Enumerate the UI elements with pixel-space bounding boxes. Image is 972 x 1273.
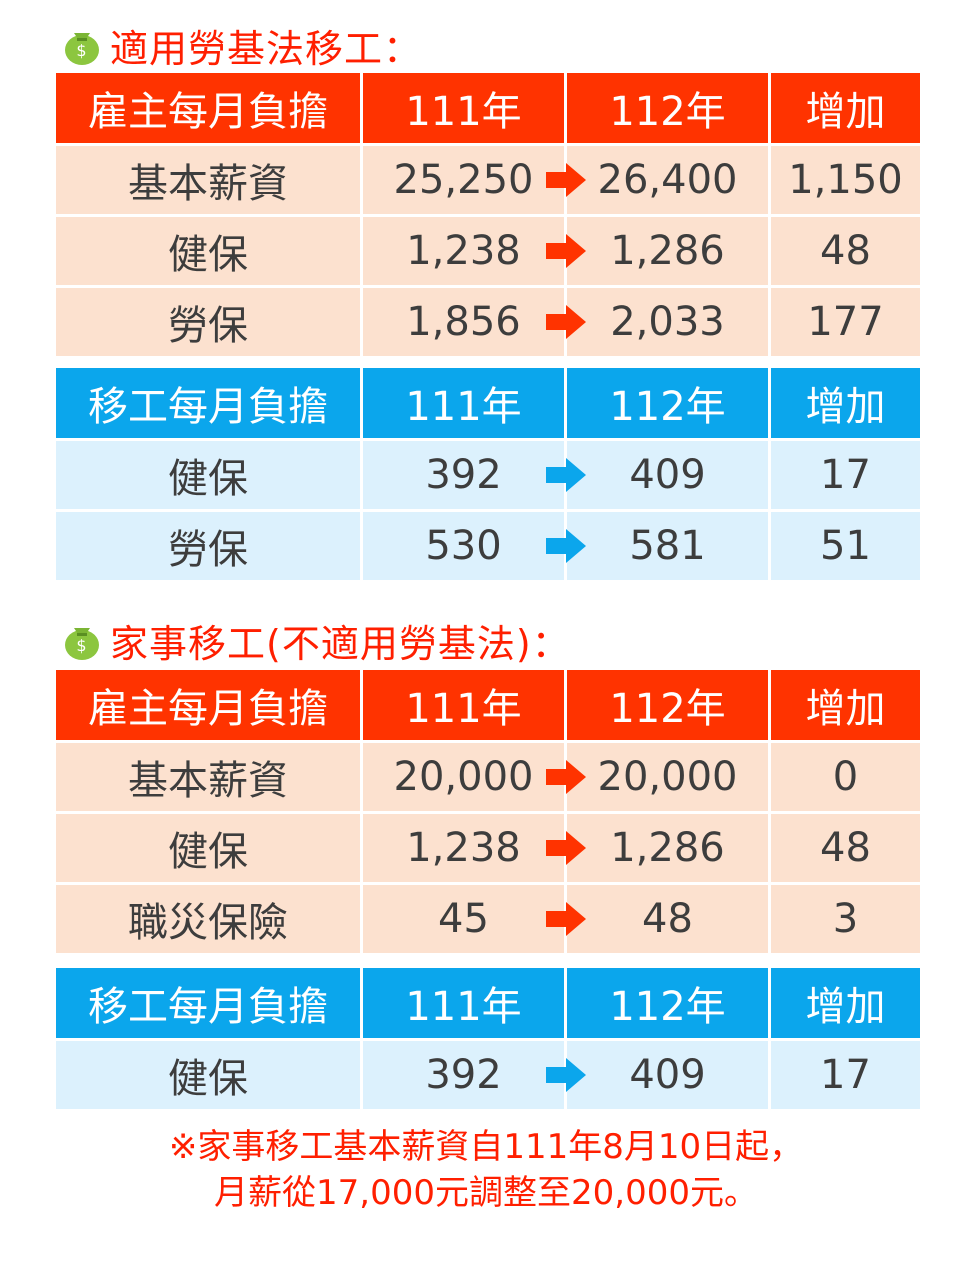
worker-table-1: 移工每月負擔 111年 112年 增加 健保 392 409 17 勞保 530…	[56, 368, 920, 580]
row-label: 勞保	[56, 509, 360, 580]
header-cell: 增加	[768, 73, 920, 143]
header-cell: 111年	[360, 968, 564, 1038]
value-111: 530	[360, 509, 586, 580]
value-111: 1,238	[360, 214, 586, 285]
value-112: 581	[564, 509, 768, 580]
row-label: 健保	[56, 1038, 360, 1109]
header-cell: 雇主每月負擔	[56, 73, 360, 143]
value-111: 45	[360, 882, 586, 953]
value-111: 1,238	[360, 811, 586, 882]
value-increase: 51	[768, 509, 920, 580]
value-increase: 48	[768, 214, 920, 285]
footnote-line: ※家事移工基本薪資自111年8月10日起，	[168, 1127, 804, 1167]
value-increase: 0	[768, 740, 920, 811]
header-cell: 112年	[564, 73, 768, 143]
value-112: 1,286	[564, 214, 768, 285]
section-title: $ 適用勞基法移工：	[60, 20, 423, 71]
value-increase: 1,150	[768, 143, 920, 214]
value-increase: 17	[768, 438, 920, 509]
value-increase: 177	[768, 285, 920, 356]
header-cell: 雇主每月負擔	[56, 670, 360, 740]
header-cell: 增加	[768, 968, 920, 1038]
header-cell: 111年	[360, 73, 564, 143]
value-increase: 48	[768, 811, 920, 882]
value-increase: 3	[768, 882, 920, 953]
header-cell: 111年	[360, 670, 564, 740]
money-bag-icon: $	[65, 33, 99, 65]
row-label: 勞保	[56, 285, 360, 356]
row-label: 健保	[56, 438, 360, 509]
value-111: 1,856	[360, 285, 586, 356]
right-arrow-icon	[546, 305, 586, 339]
value-111: 392	[360, 438, 586, 509]
header-cell: 112年	[564, 968, 768, 1038]
value-112: 1,286	[564, 811, 768, 882]
right-arrow-icon	[546, 529, 586, 563]
value-increase: 17	[768, 1038, 920, 1109]
header-cell: 移工每月負擔	[56, 968, 360, 1038]
value-112: 20,000	[564, 740, 768, 811]
header-cell: 增加	[768, 670, 920, 740]
value-112: 26,400	[564, 143, 768, 214]
section-title-text: 適用勞基法移工：	[110, 26, 423, 71]
right-arrow-icon	[546, 163, 586, 197]
right-arrow-icon	[546, 760, 586, 794]
value-111: 392	[360, 1038, 586, 1109]
header-cell: 移工每月負擔	[56, 368, 360, 438]
row-label: 健保	[56, 214, 360, 285]
value-111: 25,250	[360, 143, 586, 214]
right-arrow-icon	[546, 831, 586, 865]
header-cell: 增加	[768, 368, 920, 438]
section-title-text: 家事移工(不適用勞基法)：	[110, 621, 571, 666]
right-arrow-icon	[546, 1058, 586, 1092]
footnote-line: 月薪從17,000元調整至20,000元。	[214, 1173, 758, 1213]
svg-text:$: $	[76, 41, 87, 60]
header-cell: 112年	[564, 368, 768, 438]
right-arrow-icon	[546, 458, 586, 492]
value-112: 409	[564, 438, 768, 509]
row-label: 基本薪資	[56, 143, 360, 214]
value-112: 2,033	[564, 285, 768, 356]
value-111: 20,000	[360, 740, 586, 811]
row-label: 基本薪資	[56, 740, 360, 811]
svg-text:$: $	[76, 636, 87, 655]
header-cell: 111年	[360, 368, 564, 438]
employer-table-1: 雇主每月負擔 111年 112年 增加 基本薪資 25,250 26,400 1…	[56, 73, 920, 356]
money-bag-icon: $	[65, 628, 99, 660]
value-112: 409	[564, 1038, 768, 1109]
row-label: 職災保險	[56, 882, 360, 953]
footnote: ※家事移工基本薪資自111年8月10日起， 月薪從17,000元調整至20,00…	[0, 1124, 972, 1216]
header-cell: 112年	[564, 670, 768, 740]
value-112: 48	[564, 882, 768, 953]
right-arrow-icon	[546, 234, 586, 268]
worker-table-2: 移工每月負擔 111年 112年 增加 健保 392 409 17	[56, 968, 920, 1109]
row-label: 健保	[56, 811, 360, 882]
section-title: $ 家事移工(不適用勞基法)：	[60, 615, 571, 666]
employer-table-2: 雇主每月負擔 111年 112年 增加 基本薪資 20,000 20,000 0…	[56, 670, 920, 953]
right-arrow-icon	[546, 902, 586, 936]
